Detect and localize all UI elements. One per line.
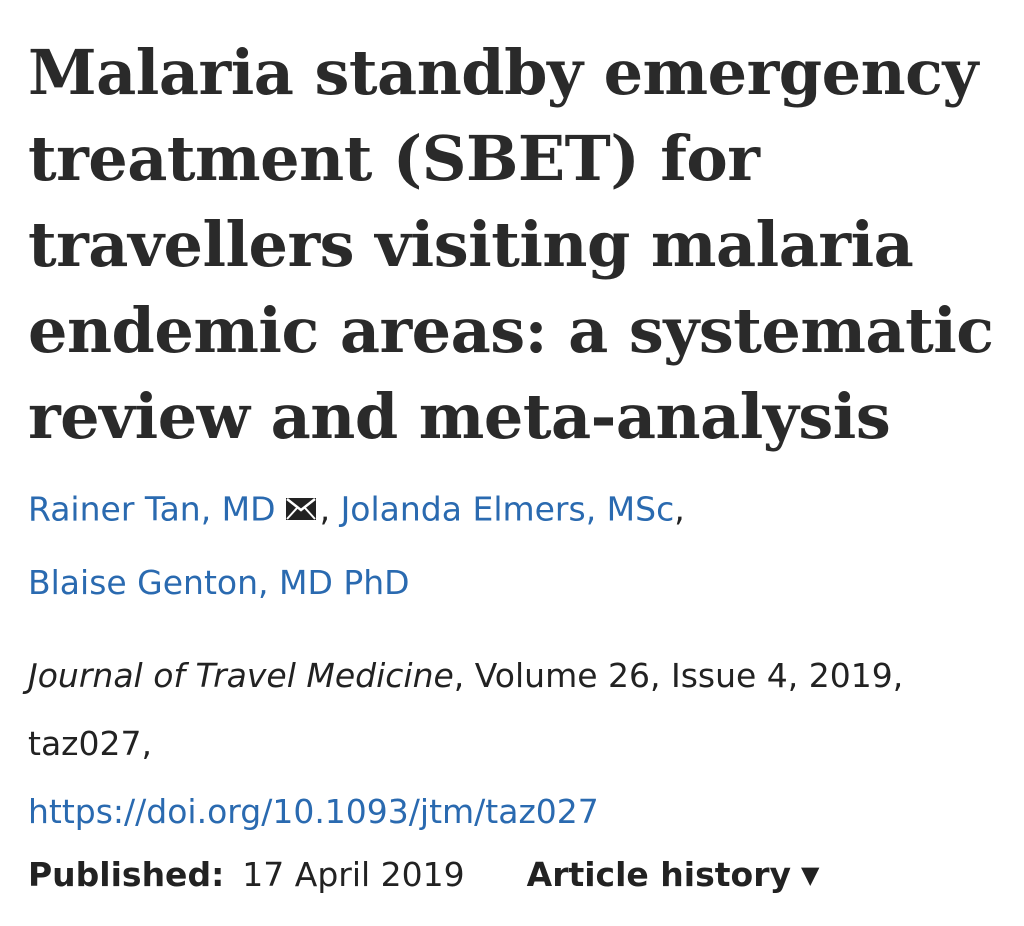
article-title: Malaria standby emergency treatment (SBE… xyxy=(28,36,994,453)
journal-name: Journal of Travel Medicine xyxy=(28,656,454,695)
published-label: Published: xyxy=(28,855,225,894)
caret-down-icon[interactable]: ▼ xyxy=(800,861,820,889)
citation: Journal of Travel Medicine, Volume 26, I… xyxy=(28,642,998,846)
author-link-elmers[interactable]: Jolanda Elmers, MSc xyxy=(340,489,675,529)
mail-icon[interactable] xyxy=(285,474,316,544)
author-list: Rainer Tan, MD, Jolanda Elmers, MSc, Bla… xyxy=(28,474,998,618)
article-history-label[interactable]: Article history xyxy=(526,855,791,894)
published-row: Published: 17 April 2019 Article history ▼ xyxy=(28,850,998,900)
citation-details: , Volume 26, Issue 4, 2019, taz027, xyxy=(28,656,904,763)
doi-link[interactable]: https://doi.org/10.1093/jtm/taz027 xyxy=(28,792,599,831)
published-date: 17 April 2019 xyxy=(242,855,465,894)
author-separator: , xyxy=(319,489,331,529)
author-link-genton[interactable]: Blaise Genton, MD PhD xyxy=(28,563,410,602)
article-history-toggle[interactable]: Article history ▼ xyxy=(527,855,820,894)
article-header: Malaria standby emergency treatment (SBE… xyxy=(28,30,998,900)
author-separator: , xyxy=(674,489,685,529)
author-link-tan[interactable]: Rainer Tan, MD xyxy=(28,489,276,529)
